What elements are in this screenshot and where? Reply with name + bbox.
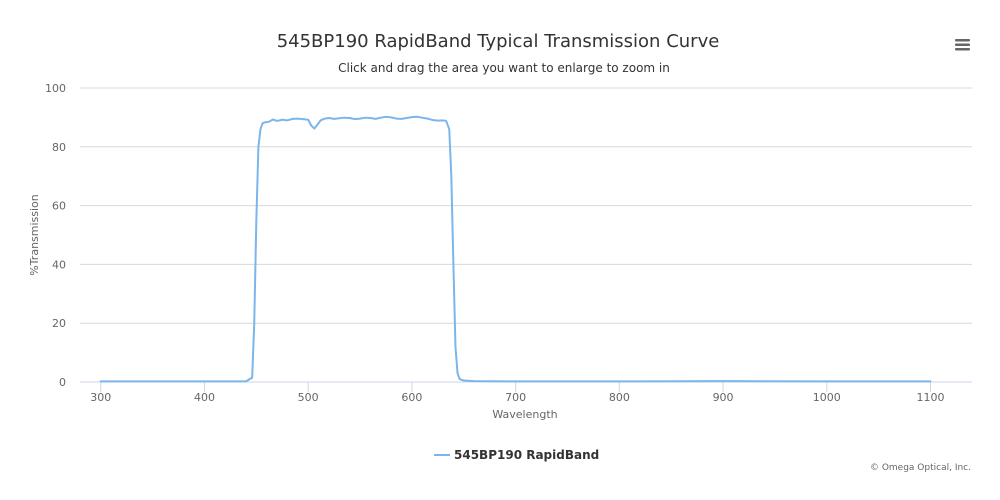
- y-tick-label: 60: [52, 200, 66, 213]
- x-tick-label: 600: [401, 391, 422, 404]
- legend[interactable]: 545BP190 RapidBand: [434, 448, 599, 462]
- y-axis-title: %Transmission: [28, 194, 41, 276]
- x-tick-label: 900: [713, 391, 734, 404]
- y-tick-label: 80: [52, 141, 66, 154]
- x-tick-label: 300: [90, 391, 111, 404]
- chart-subtitle: Click and drag the area you want to enla…: [338, 61, 670, 75]
- chart-title: 545BP190 RapidBand Typical Transmission …: [277, 31, 720, 52]
- x-tick-label: 500: [298, 391, 319, 404]
- x-tick-label: 400: [194, 391, 215, 404]
- legend-item-label[interactable]: 545BP190 RapidBand: [454, 448, 599, 462]
- gridlines: [80, 87, 972, 324]
- x-tick-label: 1100: [917, 391, 945, 404]
- y-tick-label: 100: [45, 82, 66, 95]
- x-tick-label: 800: [609, 391, 630, 404]
- x-axis-title: Wavelength: [492, 408, 557, 421]
- y-tick-label: 0: [59, 376, 66, 389]
- x-tick-label: 1000: [813, 391, 841, 404]
- hamburger-menu-icon[interactable]: [955, 39, 970, 51]
- series-layer: [99, 115, 932, 383]
- series-line[interactable]: [99, 115, 932, 383]
- y-tick-label: 20: [52, 317, 66, 330]
- axes: 0 20 40 60 80 100 300 400 500 600 700 800 900 1000 110…: [45, 82, 972, 404]
- y-tick-label: 40: [52, 258, 66, 271]
- credits[interactable]: © Omega Optical, Inc.: [870, 463, 971, 473]
- x-tick-label: 700: [505, 391, 526, 404]
